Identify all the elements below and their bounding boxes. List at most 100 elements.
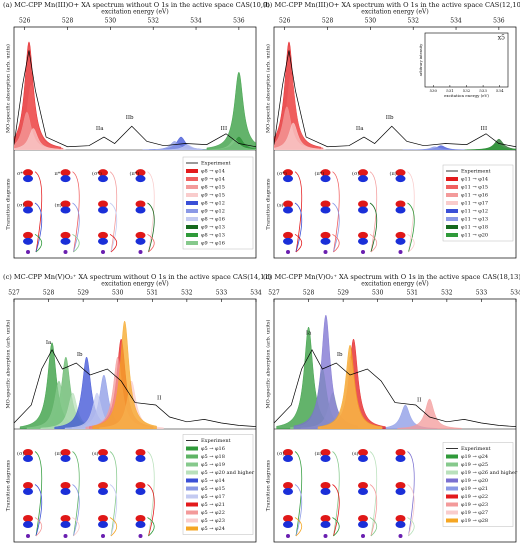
annotation: II xyxy=(417,398,421,404)
orbital-lobe xyxy=(320,175,331,183)
legend-label: φ5 → φ14 xyxy=(201,478,225,484)
orbital-lobe xyxy=(395,206,406,214)
legend-swatch xyxy=(446,209,458,213)
x-tick-label: 531 xyxy=(147,290,158,297)
orbital-lobe xyxy=(135,237,146,245)
transition-arrow xyxy=(294,171,303,253)
orbital-lobe xyxy=(320,200,331,208)
transition-arrow xyxy=(407,171,415,253)
orbital-lobe xyxy=(283,169,293,177)
legend-label: Experiment xyxy=(201,438,231,444)
legend-swatch xyxy=(186,502,198,507)
panel-title: (d) MC-CPP Mn(V)O₂⁺ XA spectrum with O 1… xyxy=(263,273,520,281)
spectrum xyxy=(14,320,256,429)
transition-arrow xyxy=(369,451,378,537)
core-orbital xyxy=(398,534,403,538)
transition-arrow xyxy=(407,202,415,253)
legend-label: φ19 → φ21 xyxy=(461,486,488,492)
legend-swatch xyxy=(186,185,198,189)
legend-label: Experiment xyxy=(461,169,491,175)
transition-arrow xyxy=(147,517,155,537)
diagram-orbital-label: (π*) xyxy=(315,170,325,177)
orbital-lobe xyxy=(358,200,368,208)
legend-swatch xyxy=(446,494,458,499)
orbital-lobe xyxy=(23,482,33,489)
inset-tick-label: 534 xyxy=(496,88,504,93)
orbital-lobe xyxy=(23,200,33,208)
orbital-lobe xyxy=(60,488,71,495)
annotation: IIa xyxy=(356,126,364,132)
diagram-label: Transition diagrams xyxy=(6,459,12,511)
x-axis-label: excitation energy (eV) xyxy=(361,281,428,288)
x-tick-label: 529 xyxy=(337,290,349,297)
transition-arrow xyxy=(332,233,340,253)
x-axis-label: excitation energy (eV) xyxy=(101,281,168,288)
legend-label: φ9 → φ14 xyxy=(201,177,225,183)
orbital-lobe xyxy=(320,237,331,245)
legend-swatch xyxy=(446,177,458,181)
x-tick-label: 530 xyxy=(105,18,117,25)
orbital-lobe xyxy=(395,231,406,239)
x-tick-label: 526 xyxy=(279,18,291,25)
transition-arrow xyxy=(109,451,118,537)
x-tick-label: 528 xyxy=(303,290,315,297)
core-orbital xyxy=(286,534,290,538)
transition-arrow xyxy=(147,233,155,253)
orbital-lobe xyxy=(23,175,33,183)
diagram-orbital-label: (s) xyxy=(92,450,99,457)
core-orbital xyxy=(361,534,365,538)
legend-swatch xyxy=(186,518,198,523)
peak xyxy=(274,122,326,150)
experiment-line xyxy=(274,50,516,148)
legend-label: φ8 → φ12 xyxy=(201,201,225,207)
transition-arrow xyxy=(34,517,43,537)
legend-label: φ8 → φ16 xyxy=(201,217,225,223)
panel-title: (b) MC-CPP Mn(III)O+ XA spectrum with O … xyxy=(263,1,520,9)
orbital-lobe xyxy=(395,200,406,208)
diagram-orbital-label: π* xyxy=(55,171,61,177)
diagram-orbital-label: (π) xyxy=(315,450,322,457)
x-tick-label: 534 xyxy=(510,290,520,297)
legend-swatch xyxy=(186,177,198,181)
transition-arrow xyxy=(369,171,378,253)
legend-swatch xyxy=(446,518,458,523)
experiment-line xyxy=(274,349,516,427)
legend-label: φ11 → φ15 xyxy=(461,185,488,191)
plot-frame xyxy=(273,298,517,543)
x-tick-label: 534 xyxy=(250,290,262,297)
orbital-lobe xyxy=(98,175,108,183)
orbital-lobe xyxy=(320,169,331,177)
orbital-lobe xyxy=(135,482,146,489)
inset-tick-label: 533 xyxy=(479,88,487,93)
transition-arrow xyxy=(294,517,303,537)
diagram-orbital-label: (σ) xyxy=(277,450,284,457)
orbital-lobe xyxy=(358,237,368,245)
inset-scale: x5 xyxy=(498,35,505,42)
orbital-lobe xyxy=(135,200,146,208)
peak xyxy=(317,344,383,429)
core-orbital xyxy=(138,534,143,538)
orbital-lobe xyxy=(60,482,71,489)
orbital-lobe xyxy=(358,449,368,456)
orbital-lobe xyxy=(60,455,71,462)
core-orbital xyxy=(101,250,105,254)
orbital-lobe xyxy=(320,488,331,495)
x-tick-label: 528 xyxy=(43,290,55,297)
diagram-orbital-label: (s) xyxy=(277,202,284,209)
legend-swatch xyxy=(446,225,458,229)
orbital-lobe xyxy=(23,231,33,239)
orbital-lobe xyxy=(283,455,293,462)
orbital-lobe xyxy=(98,482,108,489)
diagram-orbital-label: (π*) xyxy=(130,170,140,177)
orbital-lobe xyxy=(60,169,71,177)
transition-arrow xyxy=(34,451,43,537)
orbital-lobe xyxy=(135,488,146,495)
annotation: Ia xyxy=(306,331,312,337)
orbital-lobe xyxy=(60,200,71,208)
transition-arrow xyxy=(407,517,415,537)
x-tick-label: 533 xyxy=(476,290,488,297)
legend-label: φ5 → φ22 xyxy=(201,510,225,516)
transition-arrow xyxy=(109,517,118,537)
orbital-lobe xyxy=(358,521,368,528)
